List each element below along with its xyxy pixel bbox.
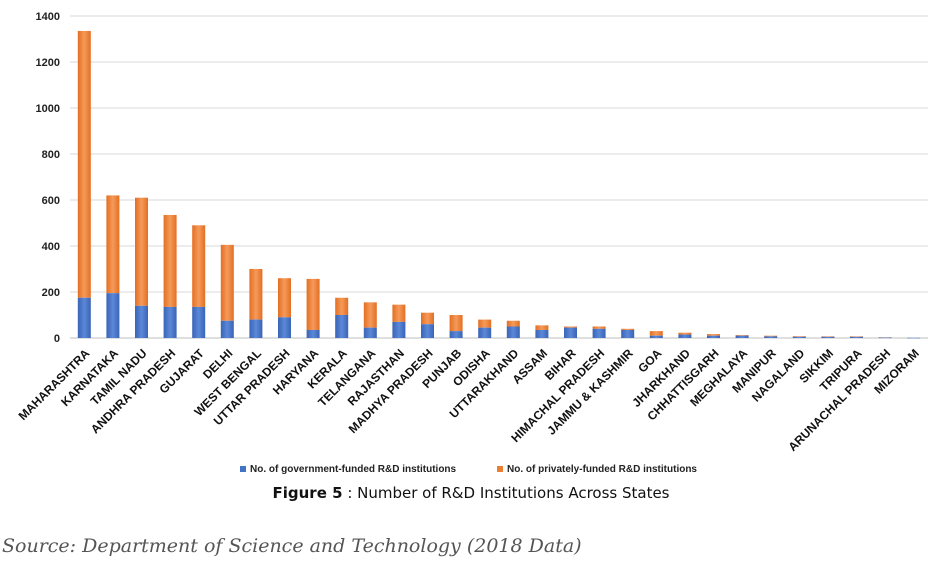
bar-private	[135, 197, 148, 306]
bar-private	[621, 328, 635, 330]
bar-government	[764, 336, 778, 338]
legend-swatch-private	[497, 466, 503, 472]
bar-government	[649, 335, 663, 338]
bar-private	[535, 325, 549, 330]
bar-government	[77, 297, 91, 338]
bar-private	[106, 195, 120, 294]
legend-swatch-government	[240, 466, 246, 472]
bar-government	[478, 327, 492, 338]
y-tick-label: 200	[42, 287, 60, 299]
bar-private	[163, 214, 177, 307]
bar-private	[678, 332, 692, 335]
y-tick-label: 0	[54, 333, 60, 345]
bar-government	[907, 337, 921, 339]
figure-caption-text: : Number of R&D Institutions Across Stat…	[342, 484, 670, 502]
bars	[77, 30, 921, 339]
bar-government	[564, 327, 577, 338]
bar-government	[106, 293, 120, 338]
bar-government	[878, 337, 892, 339]
bar-private	[764, 335, 778, 337]
bar-private	[392, 304, 406, 322]
bar-private	[649, 331, 663, 336]
bar-government	[306, 329, 320, 338]
bar-government	[592, 328, 606, 338]
bar-government	[707, 335, 720, 338]
bar-private	[478, 319, 492, 328]
bar-private	[850, 336, 863, 337]
bar-government	[249, 319, 263, 338]
y-tick-label: 800	[42, 149, 60, 161]
bar-private	[821, 336, 835, 337]
y-tick-label: 1200	[36, 57, 60, 69]
bar-private	[792, 336, 806, 337]
gridlines	[70, 15, 928, 339]
bar-government	[678, 334, 692, 338]
bar-government	[163, 306, 177, 338]
bar-private	[335, 297, 349, 315]
legend-label-private: No. of privately-funded R&D institutions	[507, 464, 697, 475]
bar-government	[792, 336, 806, 338]
bar-private	[278, 278, 291, 318]
bar-private	[77, 30, 91, 298]
bar-government	[535, 329, 549, 338]
bar-government	[506, 326, 520, 338]
bar-private	[192, 225, 206, 307]
bar-government	[135, 305, 148, 338]
source-note: Source: Department of Science and Techno…	[2, 535, 582, 557]
bar-private	[707, 334, 720, 336]
bar-government	[421, 324, 434, 338]
bar-government	[335, 315, 349, 338]
bar-private	[306, 278, 320, 330]
bar-private	[449, 315, 463, 332]
bar-private	[249, 269, 263, 320]
y-axis-ticks: 0 200 400 600 800 1000 1200 1400	[36, 11, 60, 345]
bar-private	[735, 335, 749, 336]
y-tick-label: 1000	[36, 103, 60, 115]
bar-private	[506, 320, 520, 327]
legend: No. of government-funded R&D institution…	[240, 464, 697, 475]
bar-private	[363, 302, 377, 328]
bar-government	[278, 317, 291, 338]
bar-government	[192, 306, 206, 338]
bar-private	[564, 326, 577, 328]
bar-government	[621, 329, 635, 338]
bar-government	[735, 335, 749, 338]
y-tick-label: 600	[42, 195, 60, 207]
figure-caption: Figure 5 : Number of R&D Institutions Ac…	[0, 484, 942, 502]
bar-government	[850, 336, 863, 338]
legend-label-government: No. of government-funded R&D institution…	[250, 464, 457, 475]
figure-label: Figure 5	[272, 484, 343, 502]
bar-government	[449, 331, 463, 338]
bar-government	[363, 327, 377, 338]
bar-private	[421, 312, 434, 325]
bar-government	[220, 320, 234, 338]
bar-government	[392, 321, 406, 338]
bar-private	[220, 244, 234, 321]
stacked-bar-chart: 0 200 400 600 800 1000 1200 1400 MAHARASHTRAKAR…	[16, 11, 928, 475]
bar-government	[821, 336, 835, 338]
bar-private	[592, 326, 606, 329]
y-tick-label: 400	[42, 241, 60, 253]
y-tick-label: 1400	[36, 11, 60, 23]
